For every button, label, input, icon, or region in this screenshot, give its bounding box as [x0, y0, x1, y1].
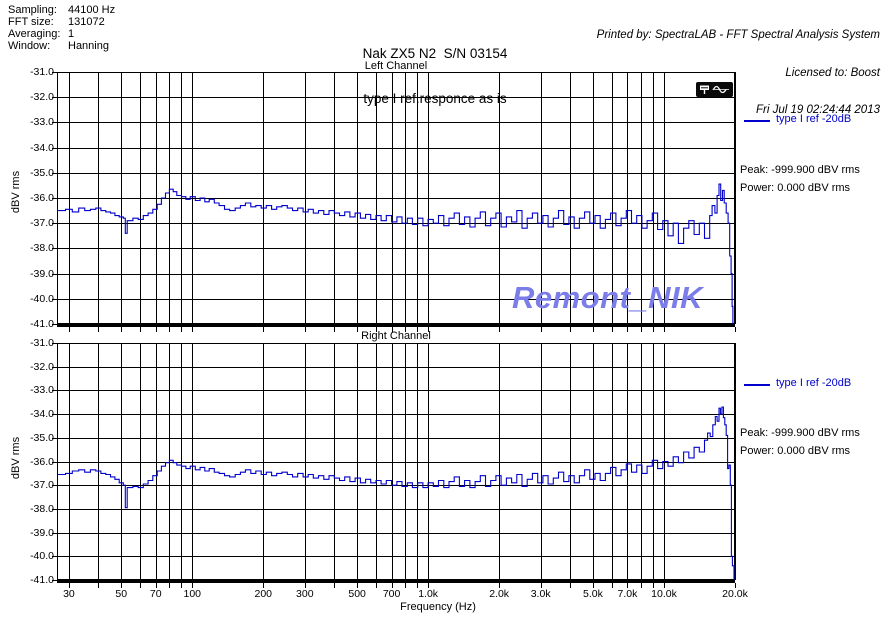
printed-by-block: Printed by: SpectraLAB - FFT Spectral An…	[597, 4, 880, 142]
param-sampling-value: 44100 Hz	[68, 4, 116, 16]
y-tick-label: -32.0	[30, 360, 54, 373]
right-legend-swatch	[744, 384, 770, 386]
right-peak-readout: Peak: -999.900 dBV rms	[740, 427, 860, 439]
y-tick-label: -37.0	[30, 217, 54, 230]
trace-svg	[58, 406, 735, 580]
report-title: Nak ZX5 N2 S/N 03154 type I ref.responce…	[280, 16, 590, 136]
param-fft-size: FFT size: 131072	[8, 16, 105, 28]
y-tick-label: -39.0	[30, 526, 54, 539]
y-tick-label: -38.0	[30, 242, 54, 255]
y-tick-label: -38.0	[30, 502, 54, 515]
x-tick-label: 300	[296, 588, 314, 600]
x-tick-label: 500	[348, 588, 366, 600]
right-power-readout: Power: 0.000 dBV rms	[740, 445, 851, 457]
x-tick-label: 700	[382, 588, 401, 600]
x-tick-label: 20.0k	[722, 588, 748, 600]
param-averaging: Averaging: 1	[8, 28, 75, 40]
y-tick-label: -41.0	[30, 318, 54, 330]
x-axis-label: Frequency (Hz)	[400, 601, 476, 613]
y-tick-label: -36.0	[30, 192, 54, 204]
param-averaging-value: 1	[68, 28, 75, 40]
y-tick-label: -39.0	[30, 267, 54, 280]
left-legend-swatch	[744, 120, 770, 122]
param-fft-size-value: 131072	[68, 16, 105, 28]
plot-options-icon	[696, 82, 734, 98]
left-channel-title: Left Channel	[364, 60, 428, 72]
y-tick-label: -31.0	[30, 337, 54, 349]
x-tick-label: 100	[183, 588, 202, 600]
param-sampling: Sampling: 44100 Hz	[8, 4, 116, 16]
grid-svg	[52, 72, 736, 332]
right-channel-title: Right Channel	[361, 330, 431, 342]
x-tick-label: 2.0k	[489, 588, 510, 600]
x-tick-label: 3.0k	[530, 588, 551, 600]
report-title-line2: type I ref.responce as is	[363, 91, 507, 106]
watermark: Remont_NIK	[512, 280, 704, 315]
param-window: Window: Hanning	[8, 40, 109, 52]
x-tick-label: 70	[149, 588, 162, 600]
left-legend-label: type I ref -20dB	[776, 113, 852, 125]
licensed-to: Licensed to: Boost	[785, 66, 880, 79]
y-tick-label: -35.0	[30, 431, 54, 444]
y-tick-label: -33.0	[30, 116, 54, 129]
y-tick-label: -37.0	[30, 479, 54, 492]
y-tick-label: -33.0	[30, 384, 54, 397]
y-tick-label: -31.0	[30, 66, 54, 78]
y-tick-label: -40.0	[30, 550, 54, 563]
report-title-line1: Nak ZX5 N2 S/N 03154	[362, 46, 508, 61]
left-power-readout: Power: 0.000 dBV rms	[740, 182, 851, 194]
x-tick-label: 7.0k	[617, 588, 638, 600]
print-datetime: Fri Jul 19 02:24:44 2013	[755, 104, 880, 116]
param-window-value: Hanning	[68, 40, 109, 52]
y-tick-label: -32.0	[30, 91, 54, 104]
y-tick-label: -40.0	[30, 292, 54, 305]
left-peak-readout: Peak: -999.900 dBV rms	[740, 164, 860, 176]
x-tick-label: 10.0k	[651, 588, 677, 600]
frequency-response-trace	[58, 406, 735, 580]
x-tick-label: 5.0k	[583, 588, 603, 600]
x-tick-label: 30	[63, 588, 75, 600]
trace-svg	[58, 183, 734, 324]
frequency-response-trace	[58, 183, 734, 324]
x-tick-label: 1.0k	[418, 588, 439, 600]
printed-by: Printed by: SpectraLAB - FFT Spectral An…	[596, 29, 880, 41]
right-legend-label: type I ref -20dB	[776, 377, 852, 389]
y-tick-label: -34.0	[30, 141, 54, 154]
y-tick-label: -41.0	[30, 574, 54, 586]
x-tick-label: 50	[115, 588, 128, 600]
grid-svg	[52, 343, 736, 588]
y-tick-label: -36.0	[30, 455, 54, 468]
y-tick-label: -34.0	[30, 408, 54, 421]
y-tick-label: -35.0	[30, 166, 54, 179]
x-tick-label: 200	[254, 588, 273, 600]
